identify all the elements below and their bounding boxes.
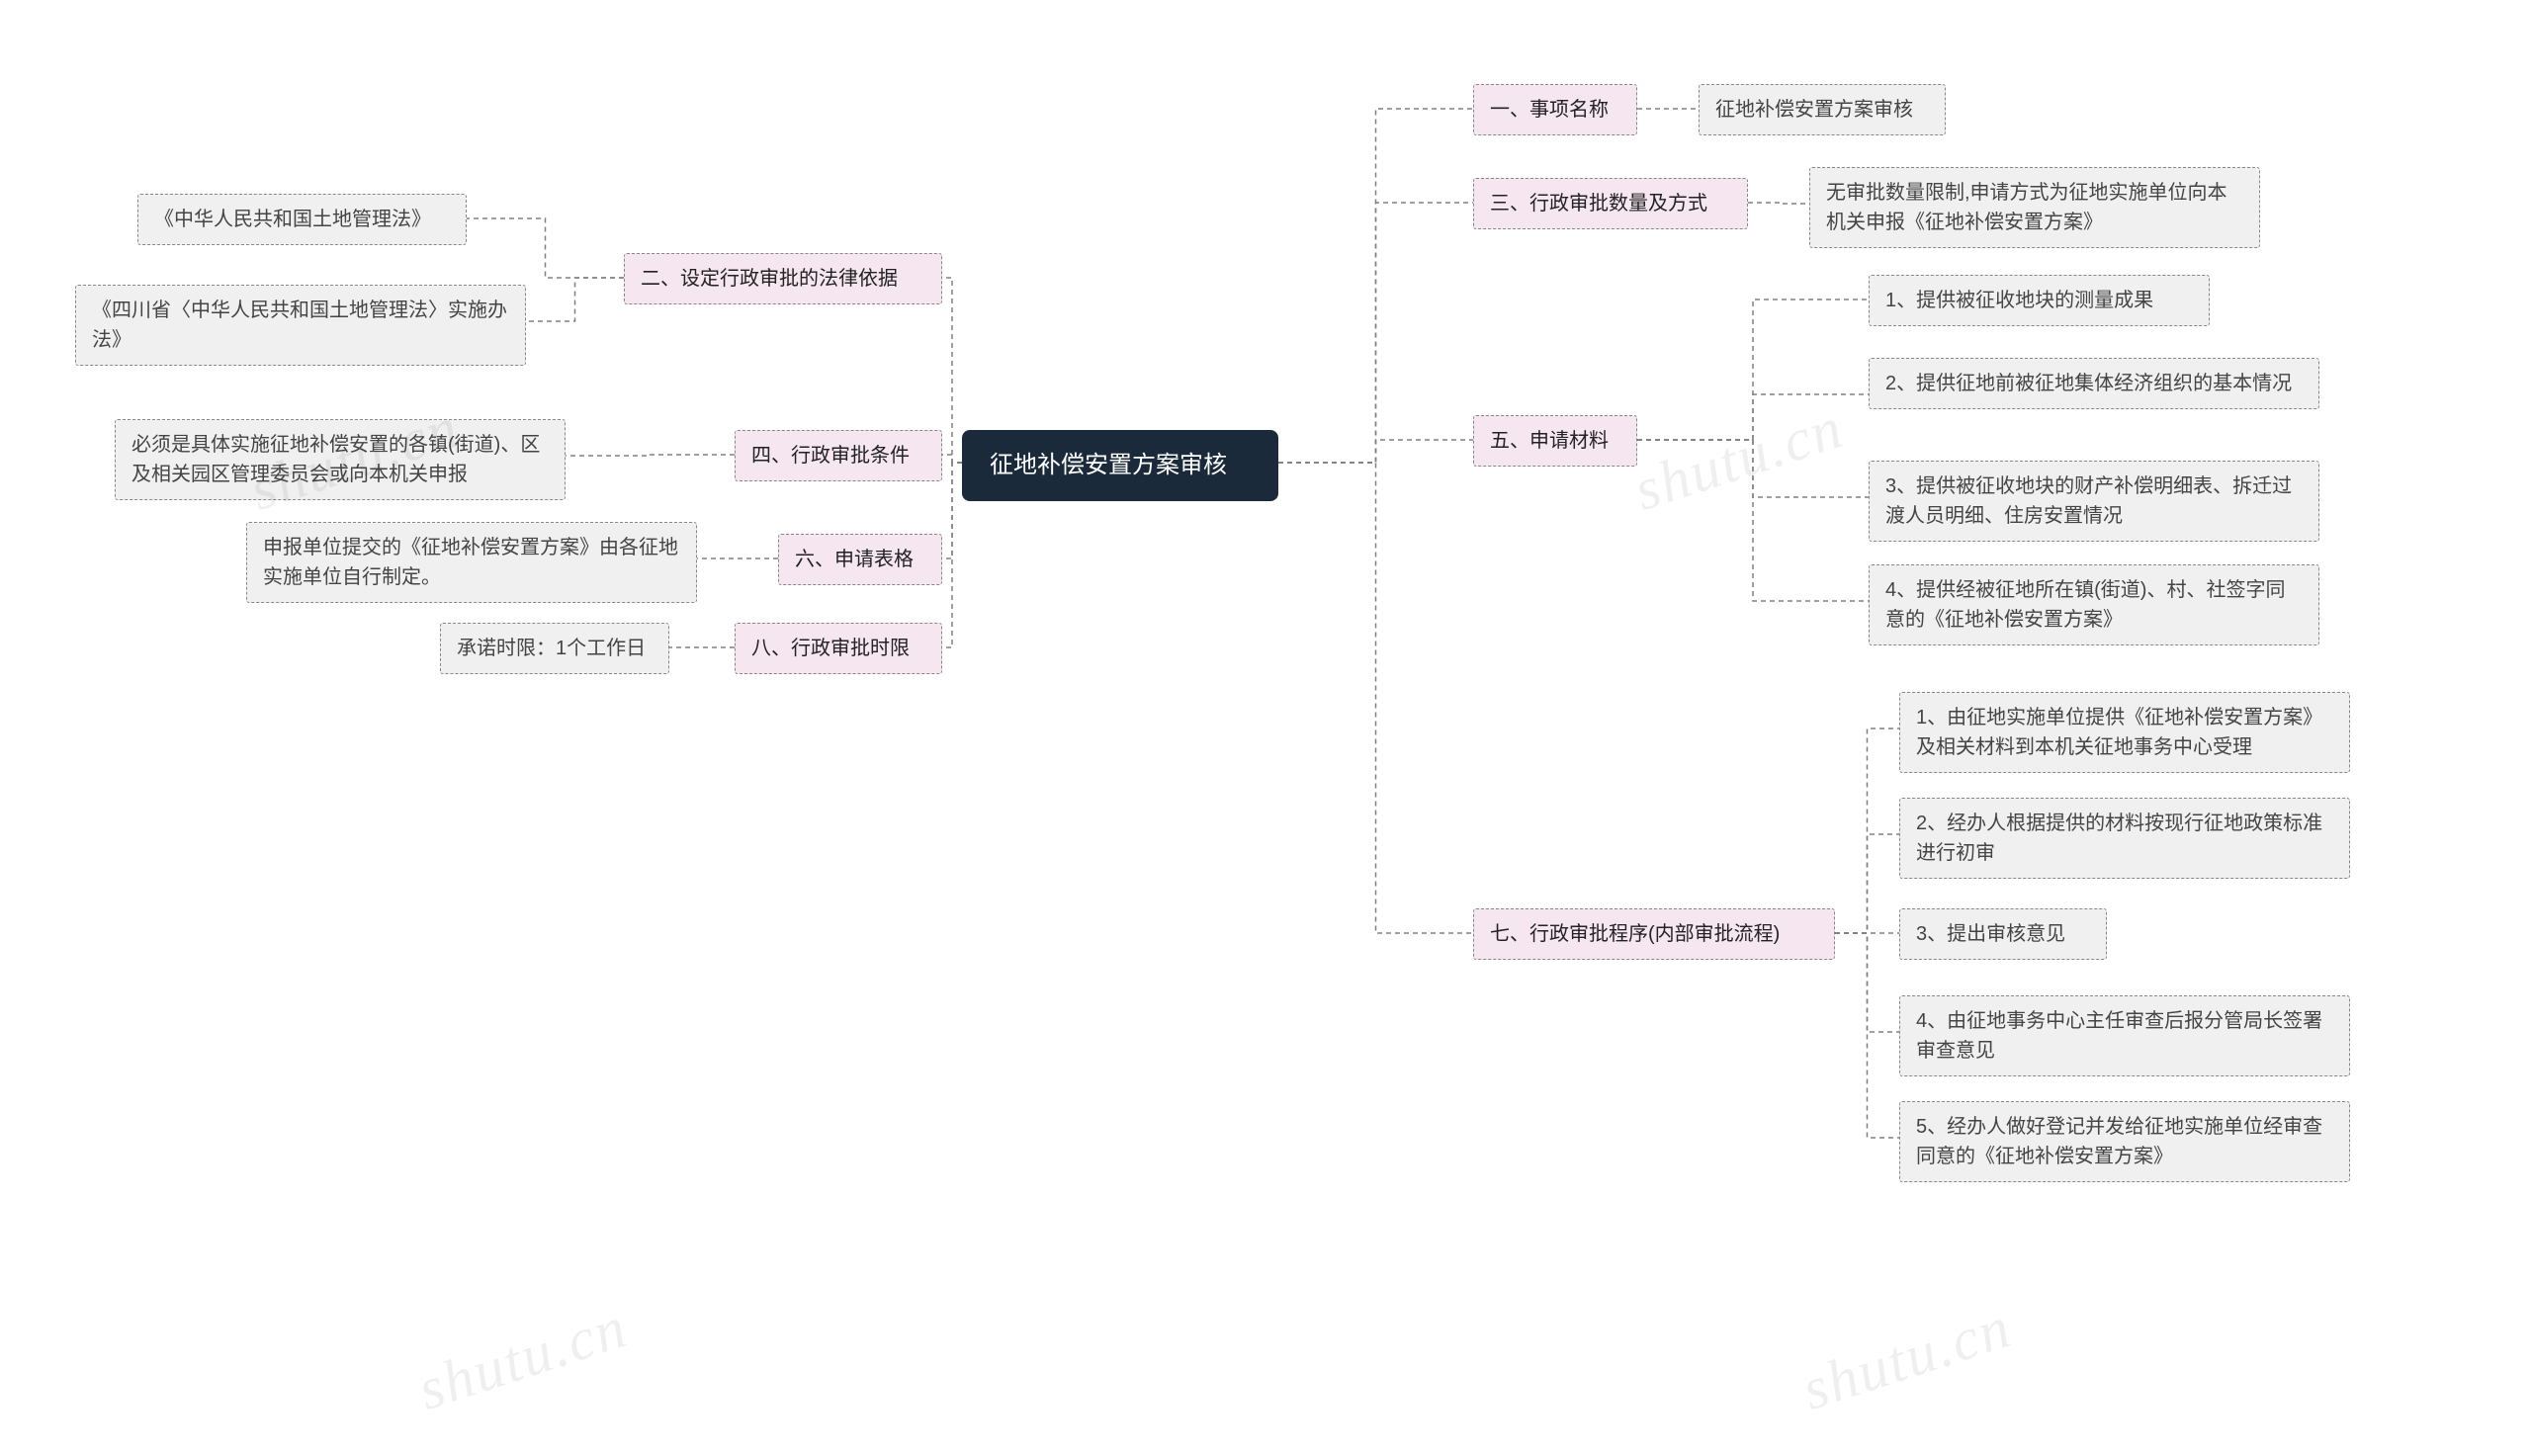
leaf-2-1: 《四川省〈中华人民共和国土地管理法〉实施办法》 <box>75 285 526 366</box>
leaf-5-2: 3、提供被征收地块的财产补偿明细表、拆迁过渡人员明细、住房安置情况 <box>1869 461 2319 542</box>
branch-2: 二、设定行政审批的法律依据 <box>624 253 942 304</box>
leaf-5-3: 4、提供经被征地所在镇(街道)、村、社签字同意的《征地补偿安置方案》 <box>1869 564 2319 645</box>
branch-7: 七、行政审批程序(内部审批流程) <box>1473 908 1835 960</box>
branch-8: 八、行政审批时限 <box>735 623 942 674</box>
leaf-5-1: 2、提供征地前被征地集体经济组织的基本情况 <box>1869 358 2319 409</box>
leaf-7-3: 4、由征地事务中心主任审查后报分管局长签署审查意见 <box>1899 995 2350 1076</box>
leaf-3-0: 无审批数量限制,申请方式为征地实施单位向本机关申报《征地补偿安置方案》 <box>1809 167 2260 248</box>
branch-3: 三、行政审批数量及方式 <box>1473 178 1748 229</box>
leaf-7-4: 5、经办人做好登记并发给征地实施单位经审查同意的《征地补偿安置方案》 <box>1899 1101 2350 1182</box>
leaf-5-0: 1、提供被征收地块的测量成果 <box>1869 275 2210 326</box>
leaf-6-0: 申报单位提交的《征地补偿安置方案》由各征地实施单位自行制定。 <box>246 522 697 603</box>
leaf-4-0: 必须是具体实施征地补偿安置的各镇(街道)、区及相关园区管理委员会或向本机关申报 <box>115 419 566 500</box>
branch-1: 一、事项名称 <box>1473 84 1637 135</box>
mindmap-canvas: 征地补偿安置方案审核 二、设定行政审批的法律依据 《中华人民共和国土地管理法》 … <box>0 0 2531 1456</box>
leaf-1-0: 征地补偿安置方案审核 <box>1699 84 1946 135</box>
leaf-8-0: 承诺时限：1个工作日 <box>440 623 669 674</box>
leaf-7-2: 3、提出审核意见 <box>1899 908 2107 960</box>
branch-4: 四、行政审批条件 <box>735 430 942 481</box>
branch-6: 六、申请表格 <box>778 534 942 585</box>
root-node: 征地补偿安置方案审核 <box>962 430 1278 501</box>
branch-5: 五、申请材料 <box>1473 415 1637 467</box>
leaf-7-1: 2、经办人根据提供的材料按现行征地政策标准进行初审 <box>1899 798 2350 879</box>
leaf-7-0: 1、由征地实施单位提供《征地补偿安置方案》及相关材料到本机关征地事务中心受理 <box>1899 692 2350 773</box>
leaf-2-0: 《中华人民共和国土地管理法》 <box>137 194 467 245</box>
